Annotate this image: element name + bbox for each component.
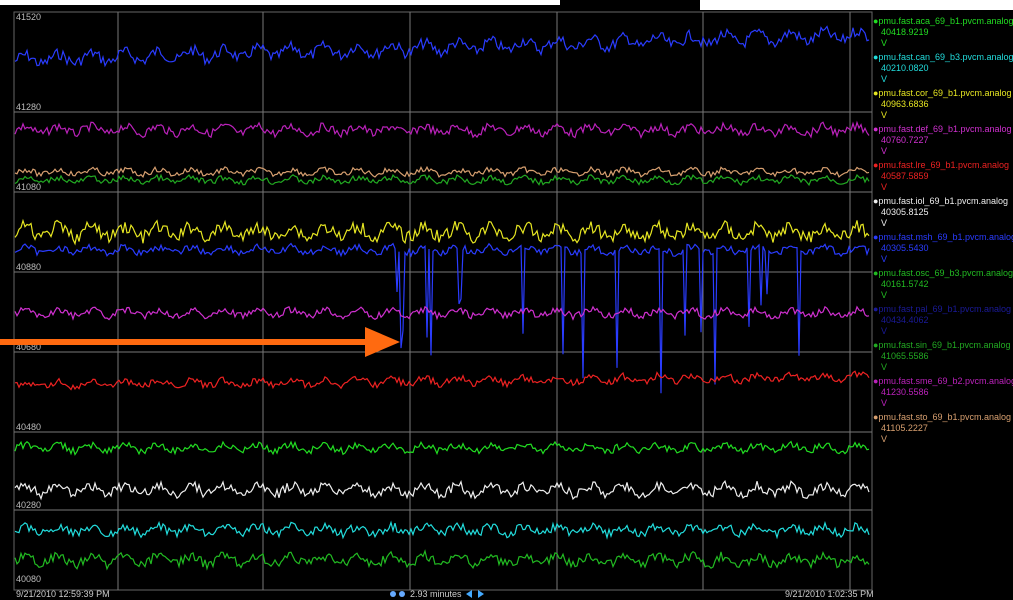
- trace: [14, 173, 870, 187]
- legend-unit: V: [881, 362, 888, 372]
- legend-entry[interactable]: ●pmu.fast.sto_69_b1.pvcm.analog 41105.222…: [873, 412, 1013, 445]
- time-span[interactable]: 2.93 minutes: [410, 589, 462, 599]
- legend-value: 40963.6836: [881, 99, 929, 109]
- legend-value: 40760.7227: [881, 135, 929, 145]
- legend-entry[interactable]: ●pmu.fast.can_69_b3.pvcm.analog 40210.082…: [873, 52, 1013, 85]
- legend-unit: V: [881, 398, 888, 408]
- legend-value: 40305.5430: [881, 243, 929, 253]
- trace: [14, 440, 870, 456]
- legend-name: ●pmu.fast.osc_69_b3.pvcm.analog: [873, 268, 1013, 278]
- legend-name: ●pmu.fast.lre_69_b1.pvcm.analog: [873, 160, 1010, 170]
- legend-value: 41065.5586: [881, 351, 929, 361]
- legend-value: 41105.2227: [881, 423, 928, 433]
- trace: [14, 165, 870, 179]
- y-axis-label: 40480: [16, 422, 41, 432]
- arrow: [0, 327, 400, 357]
- legend-value: 40210.0820: [881, 63, 929, 73]
- legend-name: ●pmu.fast.def_69_b1.pvcm.analog: [873, 124, 1012, 134]
- traces: [14, 25, 870, 571]
- plot-area: [13, 11, 873, 591]
- legend-unit: V: [881, 290, 888, 300]
- y-axis-label: 40280: [16, 500, 41, 510]
- legend-entry[interactable]: ●pmu.fast.msh_69_b1.pvcm.analog 40305.543…: [873, 232, 1013, 265]
- legend-entry[interactable]: ●pmu.fast.sin_69_b1.pvcm.analog 41065.558…: [873, 340, 1013, 373]
- trace: [14, 549, 870, 571]
- end-time: 9/21/2010 1:02:35 PM: [785, 589, 874, 599]
- legend-name: ●pmu.fast.can_69_b3.pvcm.analog: [873, 52, 1013, 62]
- legend-entry[interactable]: ●pmu.fast.sme_69_b2.pvcm.analog 41230.558…: [873, 376, 1013, 409]
- scroll-left[interactable]: [466, 590, 472, 598]
- legend-entry[interactable]: ●pmu.fast.aca_69_b1.pvcm.analog 40418.921…: [873, 16, 1013, 49]
- trace: [14, 242, 870, 394]
- legend-value: 40418.9219: [881, 27, 929, 37]
- trace: [14, 370, 870, 391]
- y-axis-label: 40880: [16, 262, 41, 272]
- legend-entry[interactable]: ●pmu.fast.cor_69_b1.pvcm.analog 40963.683…: [873, 88, 1013, 121]
- legend-name: ●pmu.fast.cor_69_b1.pvcm.analog: [873, 88, 1012, 98]
- legend-name: ●pmu.fast.msh_69_b1.pvcm.analog: [873, 232, 1013, 242]
- trace: [14, 25, 870, 68]
- legend-unit: V: [881, 146, 888, 156]
- legend-name: ●pmu.fast.aca_69_b1.pvcm.analog: [873, 16, 1013, 26]
- top-bar: [0, 0, 560, 5]
- legend-unit: V: [881, 38, 888, 48]
- y-axis-label: 41080: [16, 182, 41, 192]
- trace: [14, 520, 870, 540]
- y-axis-label: 41280: [16, 102, 41, 112]
- zoom-in[interactable]: [390, 591, 396, 597]
- y-axis-label: 41520: [16, 12, 41, 22]
- legend-entry[interactable]: ●pmu.fast.iol_69_b1.pvcm.analog 40305.812…: [873, 196, 1013, 229]
- y-axis-label: 40080: [16, 574, 41, 584]
- legend-unit: V: [881, 254, 888, 264]
- legend-value: 41230.5586: [881, 387, 929, 397]
- legend-entry[interactable]: ●pmu.fast.def_69_b1.pvcm.analog 40760.722…: [873, 124, 1013, 157]
- legend-value: 40161.5742: [881, 279, 929, 289]
- legend-entry[interactable]: ●pmu.fast.lre_69_b1.pvcm.analog 40587.585…: [873, 160, 1013, 193]
- scroll-right[interactable]: [478, 590, 484, 598]
- legend-value: 40434.4062: [881, 315, 929, 325]
- top-bar-right: [700, 0, 1013, 10]
- trace: [14, 218, 870, 246]
- y-axis-label: 40680: [16, 342, 41, 352]
- legend-unit: V: [881, 434, 888, 444]
- legend-unit: V: [881, 110, 888, 120]
- zoom-out[interactable]: [399, 591, 405, 597]
- start-time: 9/21/2010 12:59:39 PM: [16, 589, 110, 599]
- legend-name: ●pmu.fast.iol_69_b1.pvcm.analog: [873, 196, 1009, 206]
- legend-name: ●pmu.fast.pal_69_b1.pvcm.analog: [873, 304, 1012, 314]
- legend-value: 40587.5859: [881, 171, 929, 181]
- legend-entry[interactable]: ●pmu.fast.pal_69_b1.pvcm.analog 40434.406…: [873, 304, 1013, 337]
- legend-unit: V: [881, 326, 888, 336]
- legend-value: 40305.8125: [881, 207, 929, 217]
- legend-name: ●pmu.fast.sin_69_b1.pvcm.analog: [873, 340, 1011, 350]
- trace: [14, 120, 870, 140]
- trace: [14, 479, 870, 501]
- legend-name: ●pmu.fast.sto_69_b1.pvcm.analog: [873, 412, 1012, 422]
- grid: 41520 41280 41080 40880 40680 40480 40280 40080: [14, 12, 872, 590]
- legend-entry[interactable]: ●pmu.fast.osc_69_b3.pvcm.analog 40161.574…: [873, 268, 1013, 301]
- legend-unit: V: [881, 218, 888, 228]
- legend-name: ●pmu.fast.sme_69_b2.pvcm.analog: [873, 376, 1013, 386]
- legend-unit: V: [881, 182, 888, 192]
- trace: [14, 305, 870, 321]
- legend-unit: V: [881, 74, 888, 84]
